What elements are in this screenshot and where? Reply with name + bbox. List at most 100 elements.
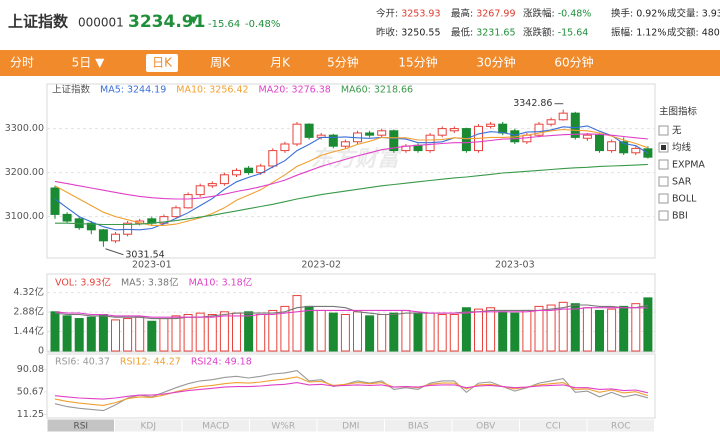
bottom-tab[interactable]: CCI	[546, 422, 561, 432]
indicator-line	[54, 370, 649, 412]
x-tick-label: 2023-03	[495, 260, 535, 271]
candle-body	[268, 150, 278, 167]
volume-bar	[135, 316, 145, 352]
stat-label: 成交额:	[667, 27, 699, 39]
rsi-frame	[46, 353, 656, 419]
candle-body	[582, 134, 592, 139]
legend-text: 3.93亿	[80, 277, 111, 289]
tab[interactable]: 5日 ▼	[72, 56, 105, 70]
checkbox[interactable]	[658, 159, 669, 170]
volume-bar	[232, 312, 241, 352]
indicator-line	[55, 163, 648, 226]
bottom-tab-bg[interactable]	[586, 418, 655, 432]
tab[interactable]: 60分钟	[554, 55, 593, 70]
indicator-line	[54, 128, 649, 226]
volume-bar	[74, 318, 84, 352]
volume-bar	[280, 305, 290, 352]
candle-body	[195, 185, 205, 196]
stat-label: 最高:	[451, 8, 473, 20]
legend-text: MA20:	[259, 85, 289, 96]
indicator-line	[54, 382, 649, 400]
indicator-option[interactable]: BOLL	[672, 194, 697, 205]
legend-text: 3256.42	[209, 85, 248, 96]
tab[interactable]: 5分钟	[327, 55, 359, 70]
tab[interactable]: 30分钟	[476, 55, 515, 70]
y-tick-label: 90.08	[17, 364, 44, 375]
indicator-option[interactable]: 无	[672, 126, 682, 137]
bottom-tab[interactable]: DMI	[342, 422, 359, 432]
bottom-tab[interactable]: BIAS	[408, 422, 429, 432]
legend-text: 3.18亿	[222, 277, 253, 289]
annotation-arrow	[105, 248, 124, 256]
candle-body	[50, 187, 60, 215]
volume-bar	[147, 320, 157, 352]
legend-text: RSI6:	[55, 357, 80, 368]
bottom-tab[interactable]: OBV	[476, 422, 496, 432]
candle-body	[570, 112, 580, 138]
candle-body	[437, 128, 447, 136]
volume-bar	[461, 307, 471, 352]
tab[interactable]: 日K	[152, 56, 173, 70]
volume-bar	[304, 305, 314, 352]
legend-text: 49.18	[225, 357, 252, 368]
candle-body	[595, 134, 604, 152]
indicator-option[interactable]: EXPMA	[672, 160, 705, 171]
tab-bar	[0, 50, 720, 76]
stat-value: -15.64	[558, 28, 589, 39]
candle-body	[607, 141, 617, 152]
volume-bar	[244, 311, 254, 352]
volume-bar	[377, 314, 387, 352]
watermark: 东方财富	[311, 146, 402, 172]
tab[interactable]: 分时	[10, 56, 34, 70]
bottom-tab[interactable]: ROC	[611, 422, 631, 432]
bottom-tab[interactable]: RSI	[73, 422, 88, 432]
candle-body	[244, 167, 254, 174]
volume-bar	[413, 312, 423, 352]
tab[interactable]: 周K	[210, 56, 231, 70]
indicator-line	[54, 304, 649, 320]
volume-bar	[62, 315, 72, 352]
indicator-option[interactable]: BBI	[672, 211, 688, 222]
bottom-tab[interactable]: MACD	[202, 422, 229, 432]
checkbox[interactable]	[658, 176, 669, 187]
volume-bar	[268, 309, 278, 352]
stat-label: 最低:	[451, 27, 473, 39]
legend-text: 上证指数	[52, 84, 91, 96]
tab[interactable]: 月K	[270, 56, 291, 70]
volume-bar	[619, 305, 629, 352]
candle-body	[340, 141, 350, 147]
volume-bar	[292, 295, 302, 352]
indicator-option[interactable]: 均线	[672, 142, 692, 154]
candle-body	[546, 119, 556, 125]
price-change-pct: -0.48%	[245, 19, 280, 30]
volume-bar	[643, 297, 653, 352]
candle-body	[389, 130, 399, 152]
indicator-option[interactable]: SAR	[672, 177, 692, 188]
checkbox[interactable]	[658, 193, 669, 204]
candle-body	[461, 128, 471, 152]
checkbox[interactable]	[658, 210, 669, 221]
tab-selected-bg	[146, 54, 178, 72]
bottom-tab[interactable]: W%R	[271, 422, 295, 432]
candle-body	[219, 174, 229, 185]
candle-body	[413, 144, 423, 152]
stat-value: 0.92%	[636, 9, 666, 20]
volume-bar	[595, 309, 604, 352]
y-tick-label: 2.88亿	[13, 306, 44, 318]
stat-value: 3.93亿	[702, 8, 720, 20]
stat-label: 今开:	[376, 8, 398, 20]
legend-text: 40.37	[83, 357, 110, 368]
price-change: -15.64	[208, 19, 240, 30]
volume-frame	[46, 273, 656, 353]
legend-text: MA5:	[100, 85, 124, 96]
legend-text: 3.38亿	[148, 277, 179, 289]
candle-body	[207, 183, 217, 187]
y-tick-label: 3300.00	[5, 123, 44, 134]
volume-bar	[50, 311, 60, 352]
stat-value: 3250.55	[401, 28, 440, 39]
bottom-tab[interactable]: KDJ	[141, 422, 157, 432]
candle-body	[498, 123, 508, 134]
checkbox[interactable]	[658, 125, 669, 136]
tab[interactable]: 15分钟	[398, 55, 437, 70]
checkbox-tick	[661, 145, 666, 150]
